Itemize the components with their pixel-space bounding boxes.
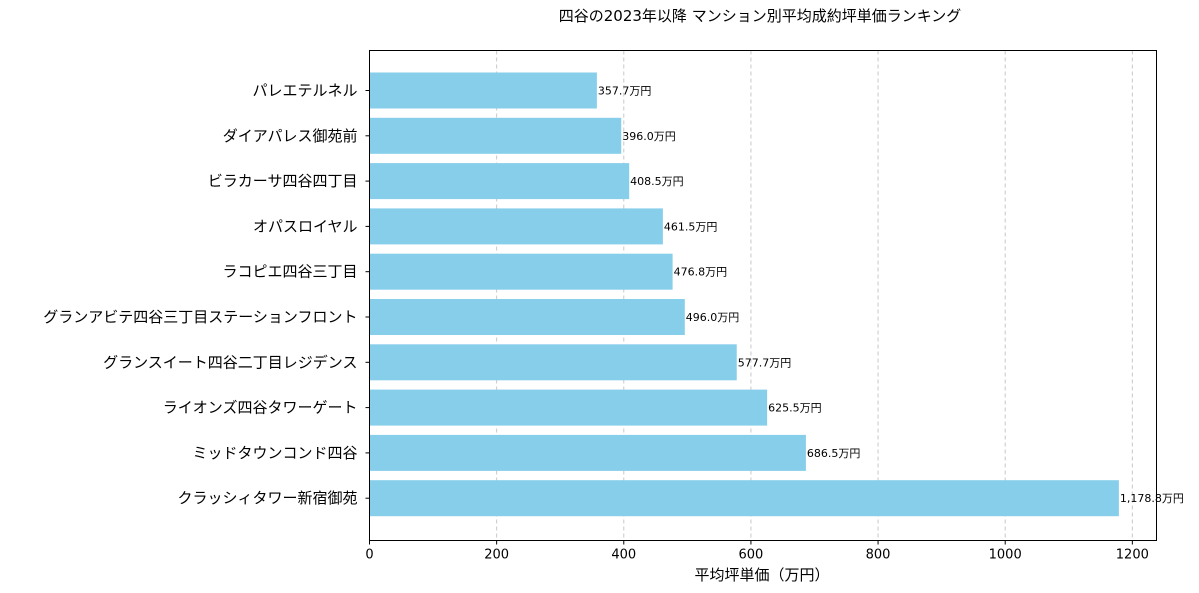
y-tick-label: パレエテルネル [252,82,357,100]
plot-frame [369,50,1157,541]
data-label: 357.7万円 [598,85,652,98]
data-label: 461.5万円 [664,220,718,233]
y-tick-label: オパスロイヤル [253,217,358,235]
bars: 357.7万円 396.0万円 408.5万円 461.5万円 476.8万円 496.0… [369,72,1184,517]
bar [369,117,622,154]
y-tick-label: グランアビテ四谷三丁目ステーションフロント [43,308,357,326]
bar [369,389,768,426]
x-tick-label: 400 [611,548,636,563]
x-axis: 0 200 400 600 800 1000 1200 [365,540,1149,563]
bar [369,72,597,109]
x-tick-label: 1000 [989,548,1022,563]
y-tick-label: グランスイート四谷二丁目レジデンス [103,353,357,371]
data-label: 496.0万円 [686,311,740,324]
x-tick-label: 600 [739,548,764,563]
data-label: 1,178.8万円 [1120,492,1184,505]
bar [369,208,663,245]
data-label: 396.0万円 [622,130,676,143]
x-tick-label: 0 [365,548,373,563]
x-tick-label: 800 [866,548,891,563]
chart-title: 四谷の2023年以降 マンション別平均成約坪単価ランキング [559,7,962,25]
data-label: 476.8万円 [674,266,728,279]
data-label: 686.5万円 [807,447,861,460]
x-axis-label: 平均坪単価（万円） [694,566,829,584]
data-label: 625.5万円 [768,402,822,415]
bar [369,434,806,471]
y-tick-label: ラコピエ四谷三丁目 [222,263,357,281]
bar [369,299,685,335]
x-tick-label: 200 [484,548,509,563]
bar [369,344,737,381]
x-tick-label: 1200 [1116,548,1149,563]
bar [369,253,673,290]
y-tick-label: ライオンズ四谷タワーゲート [163,399,358,417]
y-axis: パレエテルネルダイアパレス御苑前ビラカーサ四谷四丁目オパスロイヤルラコピエ四谷三… [43,82,370,507]
data-label: 577.7万円 [738,356,792,369]
y-tick-label: ビラカーサ四谷四丁目 [208,172,358,190]
data-label: 408.5万円 [630,175,684,188]
y-tick-label: ミッドタウンコンド四谷 [192,444,357,462]
bar [369,163,630,200]
bar [369,480,1119,517]
y-tick-label: ダイアパレス御苑前 [223,127,358,145]
y-tick-label: クラッシィタワー新宿御苑 [177,489,357,507]
